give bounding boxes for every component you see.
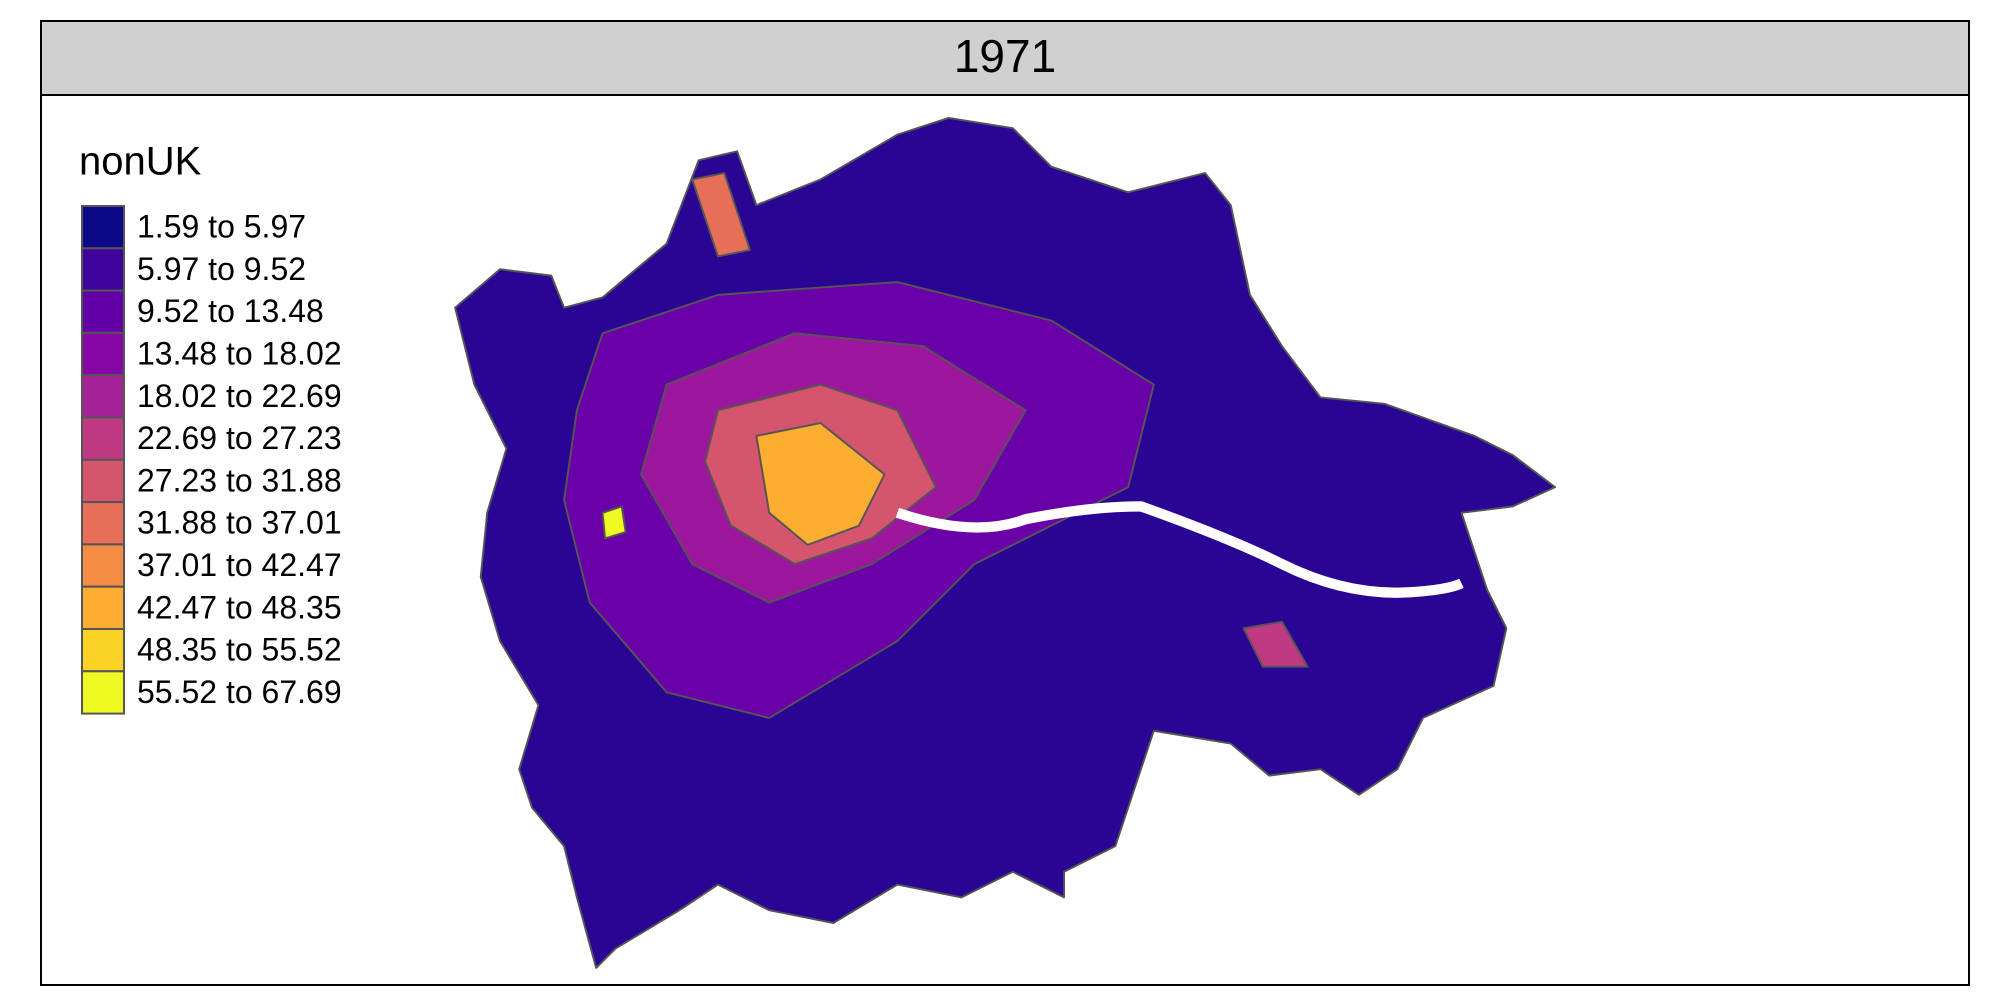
- legend-swatch: [81, 501, 125, 546]
- panel-header: [40, 20, 1970, 96]
- legend-label: 37.01 to 42.47: [137, 547, 342, 583]
- legend-swatch: [81, 247, 125, 292]
- legend-label: 55.52 to 67.69: [137, 674, 342, 710]
- map-area: [454, 116, 1557, 969]
- core-center: [755, 422, 886, 546]
- legend: 1.59 to 5.97 5.97 to 9.52 9.52 to 13.48 13.…: [81, 205, 342, 715]
- legend-label: 48.35 to 55.52: [137, 632, 342, 668]
- legend-label: 9.52 to 13.48: [137, 293, 324, 329]
- panel-title: 1971: [954, 30, 1056, 82]
- legend-label: 22.69 to 27.23: [137, 420, 342, 456]
- legend-swatch: [81, 416, 125, 461]
- legend-label: 1.59 to 5.97: [137, 209, 306, 245]
- legend-swatch: [81, 585, 125, 631]
- legend-title: nonUK: [79, 140, 202, 184]
- legend-label: 13.48 to 18.02: [137, 336, 342, 372]
- west-ward: [601, 505, 627, 540]
- legend-label: 31.88 to 37.01: [137, 505, 342, 541]
- east-ward: [1242, 620, 1309, 668]
- legend-swatch: [81, 670, 125, 715]
- river-thames: [895, 501, 1464, 598]
- legend-label: 27.23 to 31.88: [137, 462, 342, 498]
- north-ward: [691, 172, 751, 258]
- legend-swatch: [81, 289, 125, 334]
- legend-label: 42.47 to 48.35: [137, 589, 342, 625]
- legend-swatch: [81, 543, 125, 588]
- legend-swatch: [81, 628, 125, 673]
- legend-label: 5.97 to 9.52: [137, 251, 306, 287]
- legend-swatch: [81, 331, 125, 377]
- legend-swatch: [81, 374, 125, 419]
- legend-label: 18.02 to 22.69: [137, 378, 342, 414]
- legend-swatch: [81, 205, 125, 250]
- legend-swatch: [81, 458, 125, 504]
